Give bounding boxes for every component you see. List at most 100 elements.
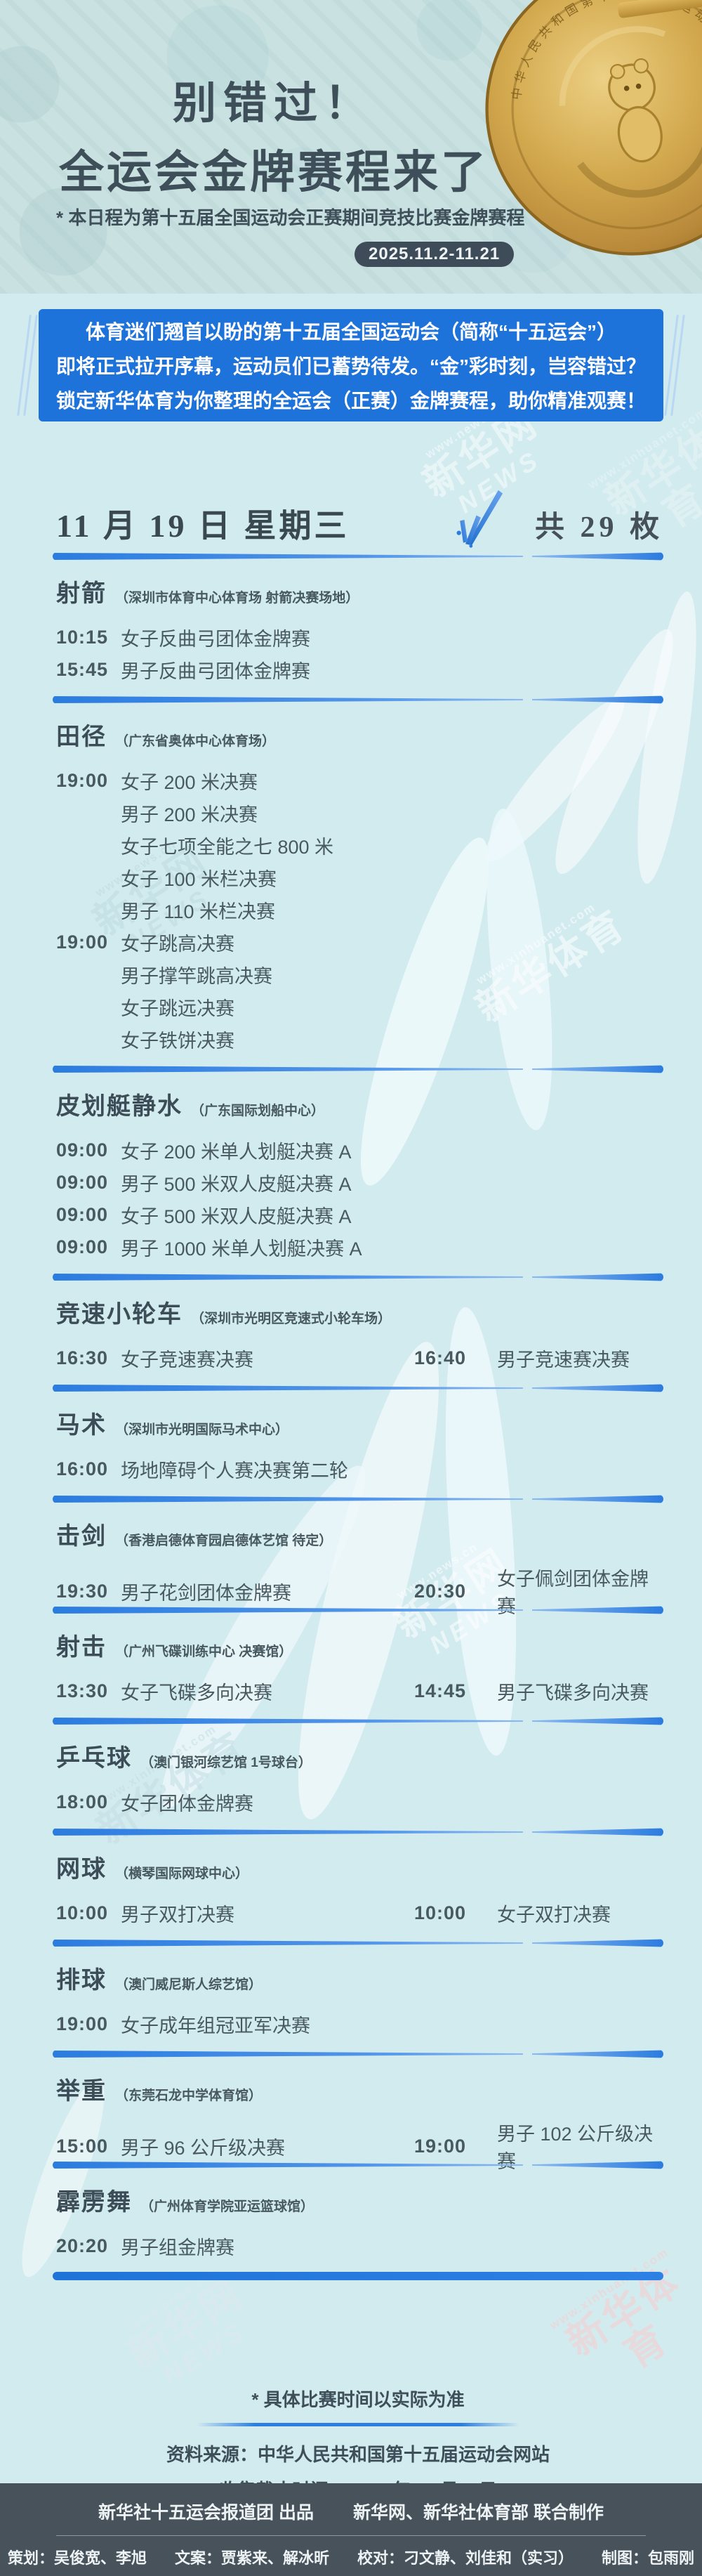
sport-section: 田径 （广东省奥体中心体育场） 19:00 女子 200 米决赛 男子 200 … <box>53 704 663 1073</box>
event-name: 男子双打决赛 <box>121 1904 234 1926</box>
sport-venue: （广州体育学院亚运篮球馆） <box>140 2199 314 2214</box>
event-time: 15:45 <box>56 658 109 680</box>
event-time: 13:30 <box>56 1680 109 1701</box>
sport-section-header: 竞速小轮车 （深圳市光明区竞速式小轮车场） <box>53 1298 663 1329</box>
footer-bar: 新华社十五运会报道团 出品 新华网、新华社体育部 联合制作 策划：吴俊宽、李旭 … <box>0 2483 702 2576</box>
sport-name: 射击 <box>56 1634 107 1661</box>
section-divider <box>53 1384 663 1392</box>
event-time: 19:00 <box>56 2013 109 2034</box>
intro-right-deco-line <box>670 315 685 416</box>
sport-section-header: 射箭 （深圳市体育中心体育场 射箭决赛场地） <box>53 577 663 608</box>
event-time: 16:30 <box>56 1347 109 1368</box>
sport-rows: 19:00 女子 200 米决赛 男子 200 米决赛 女子七项全能之七 800… <box>53 764 663 1055</box>
sport-rows: 20:20 男子组金牌赛 <box>53 2230 663 2262</box>
sport-rows: 19:00 女子成年组冠亚军决赛 <box>53 2008 663 2040</box>
schedule-row: 13:30 女子飞碟多向决赛 14:45 男子飞碟多向决赛 <box>56 1675 663 1707</box>
sport-venue: （深圳市体育中心体育场 射箭决赛场地） <box>115 591 359 606</box>
sport-rows: 10:00 男子双打决赛 10:00 女子双打决赛 <box>53 1897 663 1929</box>
event-time: 09:00 <box>56 1236 109 1257</box>
footnote-underline <box>197 2423 519 2426</box>
event-name: 男子撑竿跳高决赛 <box>121 965 272 987</box>
medal-graphic: 中华人民共和国第十五届全国运动会 <box>485 0 702 256</box>
sport-section: 霹雳舞 （广州体育学院亚运篮球馆） 20:20 男子组金牌赛 <box>53 2169 663 2280</box>
sport-venue: （广州飞碟训练中心 决赛馆） <box>115 1645 293 1659</box>
sport-section-header: 击剑 （香港启德体育园启德体艺馆 待定） <box>53 1520 663 1551</box>
schedule-row: 10:15 女子反曲弓团体金牌赛 <box>56 621 663 653</box>
schedule-row: 女子跳远决赛 <box>56 990 663 1023</box>
section-divider <box>53 1717 663 1725</box>
footer-divider-line <box>56 2535 646 2536</box>
sport-section-header: 田径 （广东省奥体中心体育场） <box>53 721 663 752</box>
schedule-row: 18:00 女子团体金牌赛 <box>56 1786 663 1818</box>
sport-venue: （东莞石龙中学体育馆） <box>115 2088 263 2103</box>
schedule-row: 09:00 男子 1000 米单人划艇决赛 A <box>56 1231 663 1263</box>
section-divider <box>53 695 663 704</box>
event-name: 男子 1000 米单人划艇决赛 A <box>121 1238 362 1260</box>
event-time: 16:00 <box>56 1458 109 1479</box>
sport-venue: （香港启德体育园启德体艺馆 待定） <box>115 1534 333 1548</box>
event-name: 男子 110 米栏决赛 <box>121 901 276 922</box>
event-name: 男子 500 米双人皮艇决赛 A <box>121 1173 352 1195</box>
event-name: 男子 200 米决赛 <box>121 804 258 825</box>
event-name: 男子组金牌赛 <box>121 2237 234 2258</box>
sport-section-header: 排球 （澳门威尼斯人综艺馆） <box>53 1964 663 1995</box>
event-name: 女子飞碟多向决赛 <box>121 1682 272 1704</box>
schedule-row: 16:00 场地障碍个人赛决赛第二轮 <box>56 1453 663 1485</box>
credit-item: 制图：包雨刚 <box>602 2549 695 2567</box>
event-time: 18:00 <box>56 1791 109 1812</box>
schedule-row: 19:30 男子花剑团体金牌赛 20:30 女子佩剑团体金牌赛 <box>56 1564 663 1617</box>
event-name: 女子 500 米双人皮艇决赛 A <box>121 1205 352 1227</box>
schedule-row: 20:20 男子组金牌赛 <box>56 2230 663 2262</box>
event-time: 19:00 <box>56 931 109 953</box>
sport-name: 射箭 <box>56 580 107 607</box>
schedule-row: 16:30 女子竞速赛决赛 16:40 男子竞速赛决赛 <box>56 1342 663 1374</box>
event-name: 女子 200 米决赛 <box>121 771 258 793</box>
intro-line: 锁定新华体育为你整理的全运会（正赛）金牌赛程，助你精准观赛！ <box>55 390 646 412</box>
schedule-row: 19:00 女子成年组冠亚军决赛 <box>56 2008 663 2040</box>
sport-name: 竞速小轮车 <box>56 1301 183 1328</box>
schedule-row: 女子铁饼决赛 <box>56 1023 663 1055</box>
event-time: 09:00 <box>56 1171 109 1193</box>
sport-name: 举重 <box>56 2078 107 2105</box>
produced-by: 新华社十五运会报道团 出品 <box>98 2503 314 2523</box>
event-time: 19:00 <box>56 769 109 791</box>
day-date: 11 月 19 日 星期三 <box>56 508 350 544</box>
sport-rows: 15:00 男子 96 公斤级决赛 19:00 男子 102 公斤级决赛 <box>53 2119 663 2172</box>
schedule-row: 女子 100 米栏决赛 <box>56 861 663 894</box>
event-time: 14:45 <box>414 1680 467 1701</box>
footnote: * 具体比赛时间以实际为准 <box>251 2389 465 2410</box>
sport-rows: 16:00 场地障碍个人赛决赛第二轮 <box>53 1453 663 1485</box>
event-name: 女子反曲弓团体金牌赛 <box>121 628 310 650</box>
event-name: 女子竞速赛决赛 <box>121 1349 253 1371</box>
event-name: 女子 100 米栏决赛 <box>121 868 277 890</box>
event-name: 女子跳远决赛 <box>121 998 234 1019</box>
section-divider <box>53 1495 663 1503</box>
event-name: 女子铁饼决赛 <box>121 1030 234 1052</box>
schedule-content: 射箭 （深圳市体育中心体育场 射箭决赛场地） 10:15 女子反曲弓团体金牌赛 … <box>53 552 663 2502</box>
credit-item: 文案：贾紫来、解冰昕 <box>174 2549 329 2567</box>
page-title: 别错过！ 全运会金牌赛程来了 <box>0 67 548 201</box>
schedule-row: 09:00 女子 200 米单人划艇决赛 A <box>56 1134 663 1166</box>
sport-name: 皮划艇静水 <box>56 1093 183 1120</box>
sport-section: 举重 （东莞石龙中学体育馆） 15:00 男子 96 公斤级决赛 19:00 男… <box>53 2058 663 2172</box>
section-divider <box>53 2161 663 2169</box>
section-divider <box>53 1939 663 1947</box>
sport-section-header: 乒乓球 （澳门银河综艺馆 1号球台） <box>53 1742 663 1773</box>
event-time: 19:30 <box>56 1580 109 1602</box>
credit-item: 校对：刁文静、刘佳和（实习） <box>357 2549 574 2567</box>
total-gold-count: 共 29 枚 <box>534 511 663 544</box>
event-time: 10:15 <box>56 626 109 648</box>
title-line-2: 全运会金牌赛程来了 <box>59 147 489 197</box>
schedule-row: 15:45 男子反曲弓团体金牌赛 <box>56 653 663 686</box>
sport-venue: （广东省奥体中心体育场） <box>115 734 276 749</box>
event-name: 男子飞碟多向决赛 <box>497 1682 649 1704</box>
day-heading: 11 月 19 日 星期三 共 29 枚 <box>56 490 663 548</box>
sport-section: 网球 （横琴国际网球中心） 10:00 男子双打决赛 10:00 女子双打决赛 <box>53 1836 663 1947</box>
event-name: 女子团体金牌赛 <box>121 1793 253 1815</box>
event-name: 男子花剑团体金牌赛 <box>121 1582 291 1604</box>
schedule-row: 09:00 男子 500 米双人皮艇决赛 A <box>56 1166 663 1198</box>
sport-venue: （广东国际划船中心） <box>191 1104 325 1118</box>
sport-name: 马术 <box>56 1412 107 1439</box>
sport-section: 排球 （澳门威尼斯人综艺馆） 19:00 女子成年组冠亚军决赛 <box>53 1947 663 2058</box>
event-time: 09:00 <box>56 1203 109 1225</box>
